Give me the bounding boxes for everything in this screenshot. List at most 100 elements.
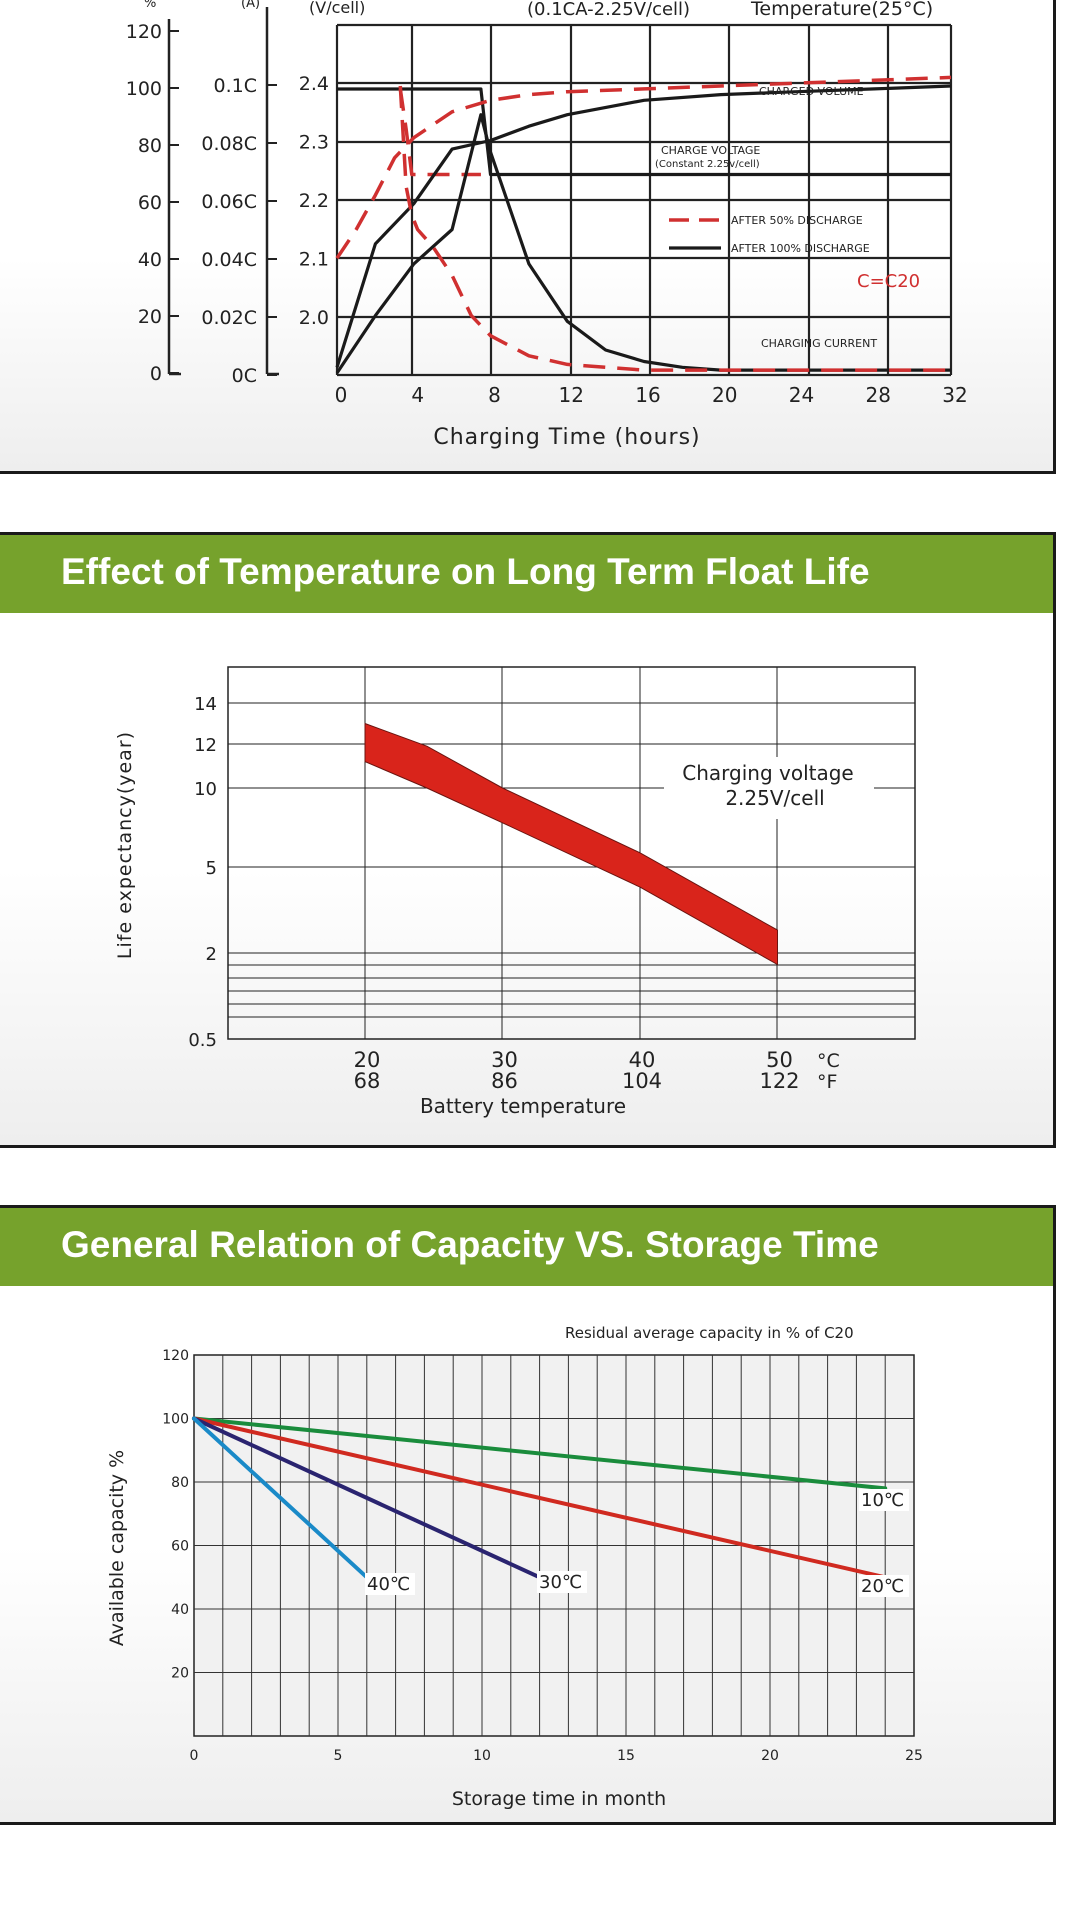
x-tick-label: 20 <box>712 383 737 407</box>
percent-tick-label: 60 <box>138 192 162 214</box>
series-line <box>192 1416 542 1580</box>
note-background <box>664 757 874 819</box>
series-label-background <box>859 1489 909 1511</box>
current-tick-label: 0.04C <box>201 249 257 271</box>
x-tick-label: 12 <box>559 383 584 407</box>
x-tick-label: 0 <box>190 1748 199 1764</box>
float-life-title: Effect of Temperature on Long Term Float… <box>61 551 870 592</box>
series-line <box>398 85 951 372</box>
x-tick-label: 32 <box>942 383 967 407</box>
x-tick-celsius: 40 <box>629 1048 656 1072</box>
x-tick-fahrenheit: 86 <box>491 1069 518 1093</box>
c-notation-annotation: C=C20 <box>857 271 920 292</box>
current-tick-label: 0C <box>232 365 257 387</box>
voltage-tick-label: 2.3 <box>299 132 329 154</box>
series-label: 40℃ <box>367 1574 410 1595</box>
series-label: 20℃ <box>861 1576 904 1597</box>
y-tick-label: 100 <box>162 1412 189 1428</box>
x-tick-celsius: 30 <box>491 1048 518 1072</box>
x-tick-label: 28 <box>866 383 891 407</box>
celsius-unit: °C <box>817 1050 840 1072</box>
temperature-label: Temperature(25°C) <box>750 0 933 20</box>
x-tick-label: 0 <box>335 383 348 407</box>
storage-capacity-chart: Residual average capacity in % of C20 120… <box>106 1324 923 1810</box>
series-line <box>192 1416 888 1580</box>
current-tick-label: 0.08C <box>201 133 257 155</box>
charge-condition-label: (0.1CA-2.25V/cell) <box>527 0 690 20</box>
legend-100-label: AFTER 100% DISCHARGE <box>731 242 870 255</box>
fahrenheit-unit: °F <box>817 1071 837 1093</box>
voltage-tick-label: 2.0 <box>299 307 329 329</box>
y-tick-label: 10 <box>194 779 217 800</box>
x-axis-label: Battery temperature <box>420 1094 626 1118</box>
x-tick-celsius: 50 <box>766 1048 793 1072</box>
x-tick-label: 4 <box>411 383 424 407</box>
current-unit-label: (A) <box>241 0 260 11</box>
y-tick-label: 40 <box>171 1602 189 1618</box>
x-tick-label: 10 <box>473 1748 491 1764</box>
percent-tick-label: 80 <box>138 135 162 157</box>
y-tick-label: 12 <box>194 735 217 756</box>
y-axis-label: Life expectancy(year) <box>114 731 136 959</box>
charging-voltage-value: 2.25V/cell <box>725 786 824 810</box>
percent-tick-label: 0 <box>150 363 162 385</box>
y-axis-label: Available capacity % <box>106 1450 128 1646</box>
series-line <box>192 1416 888 1491</box>
x-axis-label: Charging Time (hours) <box>433 425 700 450</box>
x-tick-fahrenheit: 68 <box>354 1069 381 1093</box>
x-tick-label: 20 <box>761 1748 779 1764</box>
x-tick-label: 24 <box>789 383 814 407</box>
percent-tick-label: 20 <box>138 306 162 328</box>
y-tick-label: 80 <box>171 1475 189 1491</box>
series-line <box>335 75 952 260</box>
y-tick-label: 2 <box>206 944 217 965</box>
y-tick-label: 14 <box>194 694 217 715</box>
current-tick-label: 0.06C <box>201 191 257 213</box>
series-line <box>335 84 952 368</box>
x-tick-label: 5 <box>334 1748 343 1764</box>
charge-voltage-annotation-sub: (Constant 2.25v/cell) <box>655 159 760 170</box>
storage-capacity-header: General Relation of Capacity VS. Storage… <box>0 1208 1053 1286</box>
series-label-background <box>365 1573 415 1595</box>
life-expectancy-band <box>364 722 778 966</box>
charging-characteristics-panel: % (A) (V/cell) (0.1CA-2.25V/cell) Temperatur… <box>0 0 1056 474</box>
charging-current-annotation: CHARGING CURRENT <box>761 337 877 350</box>
float-life-panel: Effect of Temperature on Long Term Float… <box>0 532 1056 1148</box>
x-tick-label: 8 <box>488 383 501 407</box>
voltage-tick-label: 2.1 <box>299 249 329 271</box>
series-label-background <box>537 1571 587 1593</box>
y-tick-label: 60 <box>171 1539 189 1555</box>
charging-characteristics-chart: % (A) (V/cell) (0.1CA-2.25V/cell) Temperatur… <box>126 0 968 450</box>
voltage-tick-label: 2.4 <box>299 73 329 95</box>
y-tick-label: 20 <box>171 1666 189 1682</box>
voltage-tick-label: 2.2 <box>299 190 329 212</box>
x-tick-fahrenheit: 104 <box>622 1069 662 1093</box>
residual-capacity-note: Residual average capacity in % of C20 <box>565 1324 854 1342</box>
storage-capacity-panel: General Relation of Capacity VS. Storage… <box>0 1205 1056 1825</box>
y-tick-label: 5 <box>206 858 217 879</box>
x-tick-label: 16 <box>635 383 660 407</box>
x-tick-celsius: 20 <box>354 1048 381 1072</box>
charging-voltage-note: Charging voltage <box>682 761 853 785</box>
current-tick-label: 0.1C <box>214 75 257 97</box>
series-label-background <box>859 1575 909 1597</box>
series-line <box>192 1416 369 1580</box>
series-label: 10℃ <box>861 1490 904 1511</box>
current-tick-label: 0.02C <box>201 307 257 329</box>
x-tick-label: 15 <box>617 1748 635 1764</box>
percent-tick-label: 100 <box>126 78 162 100</box>
charge-voltage-annotation: CHARGE VOLTAGE <box>661 144 760 157</box>
voltage-unit-label: (V/cell) <box>309 0 365 17</box>
percent-tick-label: 120 <box>126 21 162 43</box>
x-tick-label: 25 <box>905 1748 923 1764</box>
float-life-header: Effect of Temperature on Long Term Float… <box>0 535 1053 613</box>
y-tick-label: 0.5 <box>188 1030 217 1051</box>
y-tick-label: 120 <box>162 1348 189 1364</box>
percent-tick-label: 40 <box>138 249 162 271</box>
storage-capacity-title: General Relation of Capacity VS. Storage… <box>61 1224 879 1265</box>
x-tick-fahrenheit: 122 <box>759 1069 799 1093</box>
series-label: 30℃ <box>539 1572 582 1593</box>
percent-unit-label: % <box>144 0 156 11</box>
charged-volume-annotation: CHARGED VOLUME <box>759 85 864 98</box>
